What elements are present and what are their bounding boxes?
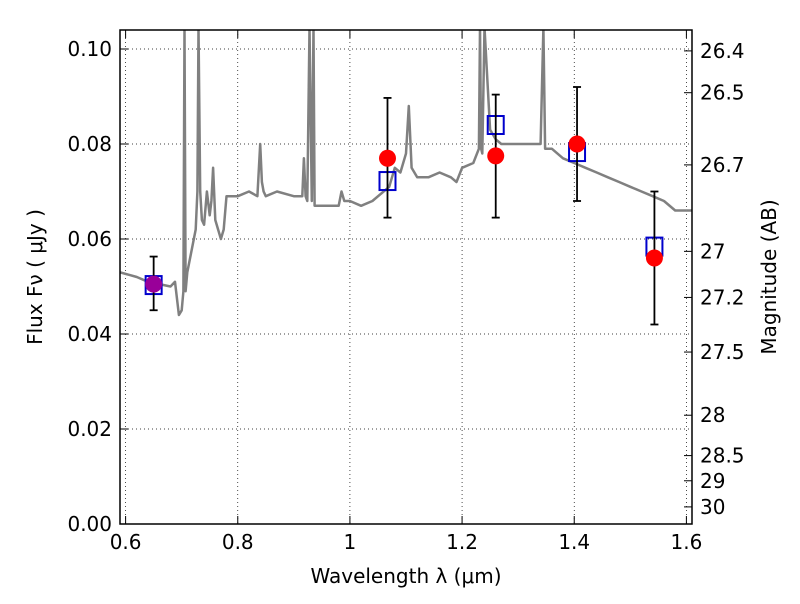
observed-flux-point bbox=[487, 147, 505, 165]
x-tick-label: 1.2 bbox=[446, 530, 478, 554]
y-tick-label: 0.10 bbox=[67, 37, 112, 61]
mag-tick-label: 27 bbox=[700, 239, 725, 263]
mag-tick-label: 26.7 bbox=[700, 153, 745, 177]
observed-flux-point bbox=[145, 275, 163, 293]
mag-tick-label: 27.2 bbox=[700, 285, 745, 309]
x-tick-label: 1.6 bbox=[670, 530, 702, 554]
mag-tick-label: 28.5 bbox=[700, 444, 745, 468]
plot-background bbox=[120, 30, 692, 524]
x-tick-label: 1.4 bbox=[558, 530, 590, 554]
axes: 0.6 0.8 1 1.2 1.4 1.6 0.00 0.02 0.04 0.06 0.08 0.10… bbox=[67, 30, 745, 554]
x-tick-label: 1 bbox=[344, 530, 357, 554]
mag-tick-label: 28 bbox=[700, 403, 725, 427]
plot-area bbox=[120, 30, 692, 317]
y-tick-label: 0.04 bbox=[67, 322, 112, 346]
y-tick-label: 0.08 bbox=[67, 132, 112, 156]
x-axis-label: Wavelength λ (μm) bbox=[310, 564, 501, 588]
mag-tick-label: 26.4 bbox=[700, 39, 745, 63]
observed-flux-point bbox=[568, 135, 586, 153]
observed-flux-point bbox=[378, 149, 396, 167]
y-tick-label: 0.00 bbox=[67, 512, 112, 536]
x-tick-label: 0.6 bbox=[110, 530, 142, 554]
sed-line bbox=[120, 30, 692, 317]
x-tick-label: 0.8 bbox=[222, 530, 254, 554]
mag-tick-label: 26.5 bbox=[700, 81, 745, 105]
plot-frame bbox=[119, 29, 693, 525]
mag-tick-label: 27.5 bbox=[700, 340, 745, 364]
y2-axis-label: Magnitude (AB) bbox=[757, 199, 781, 354]
mag-tick-label: 29 bbox=[700, 469, 725, 493]
observed-flux-point bbox=[645, 249, 663, 267]
y-tick-label: 0.02 bbox=[67, 417, 112, 441]
mag-tick-label: 30 bbox=[700, 495, 725, 519]
y-tick-label: 0.06 bbox=[67, 227, 112, 251]
y-axis-label: Flux Fν ( μJy ) bbox=[23, 209, 47, 345]
markers bbox=[144, 86, 664, 326]
